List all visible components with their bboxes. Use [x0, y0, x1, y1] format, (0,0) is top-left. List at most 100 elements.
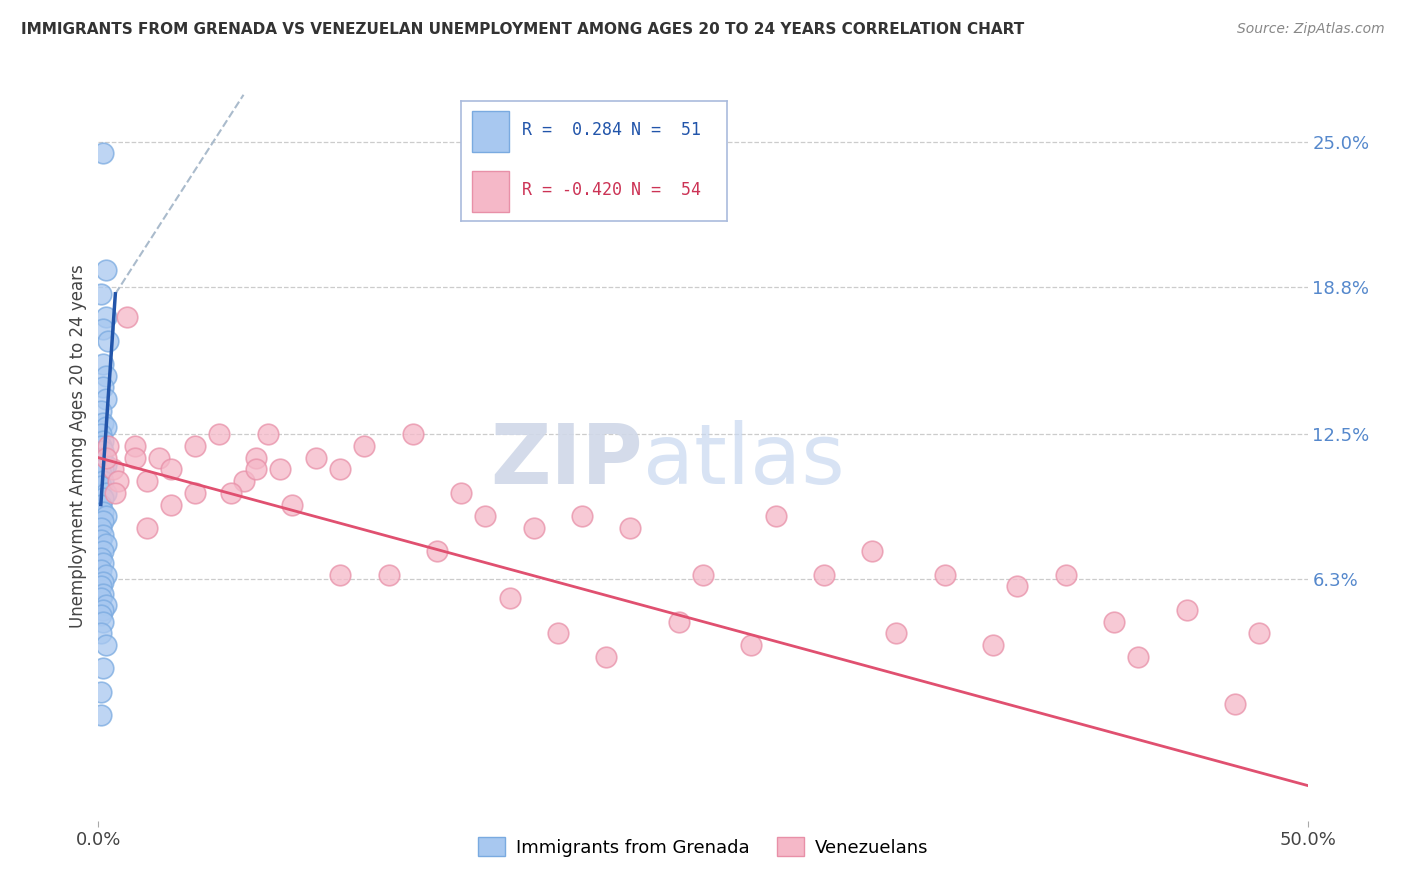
Point [692, 567, 714, 582]
Point [353, 439, 375, 453]
Point [740, 638, 762, 652]
Point [91, 146, 114, 161]
Point [91, 322, 114, 336]
Point [160, 498, 183, 512]
Point [94, 310, 117, 325]
Point [305, 450, 328, 465]
Point [1249, 626, 1271, 640]
Point [91, 416, 114, 430]
Point [450, 485, 472, 500]
Point [135, 474, 157, 488]
Point [91, 474, 114, 488]
Point [94, 638, 117, 652]
Point [184, 439, 207, 453]
Point [90, 479, 112, 493]
Point [91, 586, 114, 600]
Point [269, 462, 291, 476]
Point [160, 462, 183, 476]
Point [124, 450, 146, 465]
Point [232, 474, 254, 488]
Point [90, 404, 112, 418]
Point [94, 450, 117, 465]
Point [90, 498, 112, 512]
Point [1007, 580, 1029, 594]
Point [91, 491, 114, 505]
Point [91, 574, 114, 589]
Point [91, 528, 114, 542]
Point [1128, 649, 1150, 664]
Point [90, 533, 112, 547]
Point [94, 567, 117, 582]
Point [94, 599, 117, 613]
Point [886, 626, 908, 640]
Point [91, 556, 114, 570]
Point [813, 567, 835, 582]
Point [329, 567, 352, 582]
Point [256, 427, 278, 442]
Point [94, 537, 117, 551]
Point [90, 580, 112, 594]
Point [104, 485, 127, 500]
Point [90, 286, 112, 301]
Point [523, 521, 546, 535]
Point [117, 310, 139, 325]
Point [91, 434, 114, 449]
Point [124, 439, 146, 453]
Point [90, 607, 112, 622]
Point [94, 458, 117, 472]
Text: IMMIGRANTS FROM GRENADA VS VENEZUELAN UNEMPLOYMENT AMONG AGES 20 TO 24 YEARS COR: IMMIGRANTS FROM GRENADA VS VENEZUELAN UN… [21, 22, 1025, 37]
Point [90, 427, 112, 442]
Point [547, 626, 569, 640]
Point [91, 544, 114, 558]
Point [94, 392, 117, 407]
Point [90, 551, 112, 566]
Point [135, 521, 157, 535]
Point [981, 638, 1004, 652]
Point [426, 544, 449, 558]
Point [97, 439, 120, 453]
Point [934, 567, 956, 582]
Point [860, 544, 883, 558]
Point [402, 427, 425, 442]
Point [474, 509, 496, 524]
Point [1175, 603, 1198, 617]
Point [1223, 697, 1246, 711]
Point [245, 462, 267, 476]
Point [245, 450, 267, 465]
Point [91, 603, 114, 617]
Y-axis label: Unemployment Among Ages 20 to 24 years: Unemployment Among Ages 20 to 24 years [69, 264, 87, 628]
Text: atlas: atlas [643, 420, 844, 501]
Point [148, 450, 170, 465]
Point [90, 685, 112, 699]
Point [281, 498, 304, 512]
Point [107, 474, 129, 488]
Point [90, 521, 112, 535]
Point [595, 649, 617, 664]
Point [377, 567, 399, 582]
Point [1102, 615, 1125, 629]
Legend: Immigrants from Grenada, Venezuelans: Immigrants from Grenada, Venezuelans [471, 830, 935, 864]
Point [94, 368, 117, 383]
Text: ZIP: ZIP [491, 420, 643, 501]
Point [668, 615, 690, 629]
Point [90, 563, 112, 577]
Point [91, 661, 114, 675]
Point [94, 420, 117, 434]
Point [90, 708, 112, 723]
Point [90, 439, 112, 453]
Point [90, 467, 112, 482]
Point [94, 263, 117, 277]
Point [91, 462, 114, 476]
Point [221, 485, 243, 500]
Point [184, 485, 207, 500]
Point [94, 485, 117, 500]
Point [91, 505, 114, 519]
Point [91, 514, 114, 528]
Point [329, 462, 352, 476]
Point [90, 591, 112, 606]
Point [101, 462, 124, 476]
Point [91, 443, 114, 458]
Point [97, 334, 120, 348]
Point [91, 380, 114, 394]
Point [91, 615, 114, 629]
